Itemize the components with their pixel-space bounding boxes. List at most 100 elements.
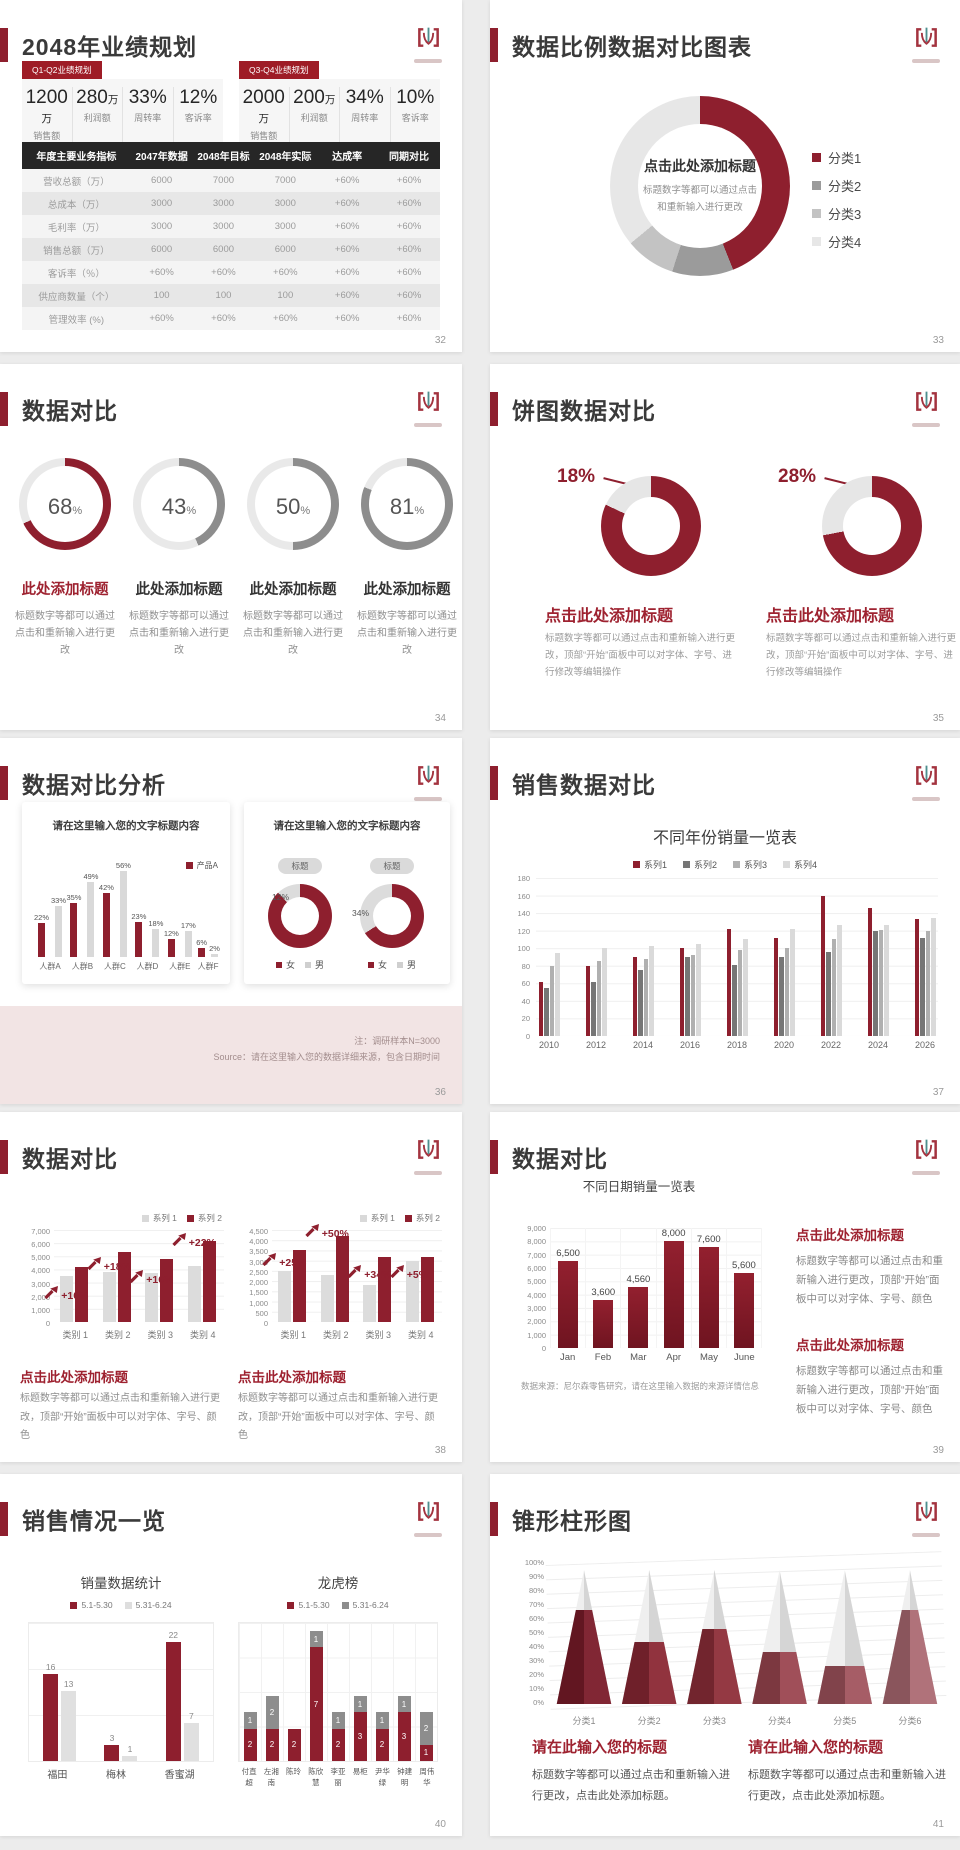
category-label: 分类2 xyxy=(637,1716,661,1726)
slide-34-progress-rings[interactable]: 数据对比 68% 此处添加标题 标题数字等都可以通过点击和重新输入进行更改 43% 此处… xyxy=(0,364,462,730)
legend-swatch xyxy=(359,1214,367,1222)
bar xyxy=(914,919,919,1036)
bar xyxy=(685,957,690,1036)
slide-37-sales-compare[interactable]: 销售数据对比 不同年份销量一览表 系列1 系列2 系列3 系列4 180 160 140 1… xyxy=(490,738,960,1104)
donut-hole xyxy=(281,897,319,935)
legend-item: 系列 1 xyxy=(359,1212,395,1224)
slide-39-monthly-sales[interactable]: 数据对比 不同日期销量一览表 9,000 8,000 7,000 6,000 5,000… xyxy=(490,1112,960,1462)
growth-label: +10% xyxy=(44,1285,116,1302)
chart-title: 不同日期销量一览表 xyxy=(582,1180,696,1194)
category-label: 类别 2 xyxy=(104,1330,131,1340)
y-axis-tick: 2,000 xyxy=(249,1278,268,1288)
slide-41-cone-chart[interactable]: 锥形柱形图 100% 90% 80% 70% 60% 50% 40% 30% 20% 10% 0% … xyxy=(490,1474,960,1836)
table-header: 年度主要业务指标 2047年数据 2048年目标 2048年实际 达成率 同期对比 xyxy=(22,142,440,169)
brand-logo-text xyxy=(414,797,442,801)
chart-title: 销量数据统计 xyxy=(80,1576,162,1591)
title-accent-bar xyxy=(0,1502,8,1536)
bar-series2 xyxy=(420,1256,434,1322)
bar-value-label: 35% xyxy=(66,893,82,903)
item-desc: 标题数字等都可以通过点击和重新输入进行更改 xyxy=(129,611,229,656)
stack-segment-early: 3 xyxy=(353,1712,367,1761)
bar xyxy=(628,1287,649,1348)
bar-series1 xyxy=(60,1276,74,1322)
slide-40-sales-overview[interactable]: 销售情况一览 销量数据统计 5.1-5.30 5.31-6.24 16 13 3 1 22 7 福… xyxy=(0,1474,462,1836)
bar-value-label: 4,560 xyxy=(626,1274,651,1286)
legend: 女男 xyxy=(348,958,436,971)
table-cell: 6000 xyxy=(130,238,193,261)
stack-segment-early: 2 xyxy=(265,1728,279,1761)
slide-title: 数据对比 xyxy=(512,1146,608,1172)
bar-value-label: 12% xyxy=(163,928,179,938)
stack-segment-early: 3 xyxy=(397,1712,411,1761)
stat-item: 2000 万 销售额 xyxy=(239,87,289,142)
block-title: 请在此输入您的标题 xyxy=(532,1739,668,1756)
bar-series1 xyxy=(363,1285,377,1322)
stat-label: 销售额 xyxy=(250,131,278,141)
bar xyxy=(867,907,872,1036)
category-label: 易柜 xyxy=(352,1767,368,1776)
slide-33-ratio-donut[interactable]: 数据比例数据对比图表 点击此处添加标题 标题数字等都可以通过点击和重新输入进行更… xyxy=(490,0,960,352)
legend-swatch xyxy=(305,961,311,968)
brand-emblem-icon xyxy=(415,762,442,794)
brand-emblem-icon xyxy=(415,1498,442,1530)
growth-label: +18% xyxy=(87,1256,159,1273)
y-axis-tick: 0 xyxy=(45,1319,50,1328)
y-axis-tick: 5,000 xyxy=(527,1277,546,1287)
y-axis-tick: 0% xyxy=(533,1698,544,1707)
slide-38-growth-bars[interactable]: 数据对比 系列 1 系列 2 7,000 6,000 5,000 4,000 3,000 2,… xyxy=(0,1112,462,1462)
category-label: Apr xyxy=(666,1352,682,1363)
brand-logo-text xyxy=(414,1533,442,1537)
bar-column: 3 xyxy=(104,1733,120,1761)
legend-swatch xyxy=(287,1601,295,1609)
category-label: 梅林 xyxy=(105,1770,126,1781)
category-label: 左湘南 xyxy=(263,1767,279,1787)
bar-group: +25% xyxy=(262,1250,308,1322)
brand-logo xyxy=(414,24,442,63)
category-label: 2010 xyxy=(538,1040,560,1050)
brand-logo-text xyxy=(414,423,442,427)
donut-chart: 12% xyxy=(268,884,332,948)
cone-shape xyxy=(817,1570,873,1704)
slide-title: 数据比例数据对比图表 xyxy=(512,34,752,60)
y-axis-tick: 160 xyxy=(517,891,530,901)
y-axis-tick: 7,000 xyxy=(527,1250,546,1260)
growth-label: +16% xyxy=(129,1269,201,1286)
stack-segment-late: 1 xyxy=(353,1696,367,1713)
category-label: 付直超 xyxy=(241,1767,257,1787)
category-label: 福田 xyxy=(47,1770,68,1781)
chart-legend: 分类1 分类2 分类3 分类4 xyxy=(812,148,861,260)
chart-legend: 5.1-5.30 5.31-6.24 xyxy=(232,1600,444,1610)
bar xyxy=(585,965,590,1036)
bar-group xyxy=(912,918,938,1036)
bar xyxy=(122,1755,138,1761)
brand-logo xyxy=(414,388,442,427)
block-title: 点击此处添加标题 xyxy=(766,608,895,625)
slide-32-performance-plan[interactable]: 2048年业绩规划 Q1-Q2业绩规划 1200万 销售额 280万 利润额 33% 周转率… xyxy=(0,0,462,352)
growth-value: +25% xyxy=(279,1256,307,1269)
ring-value: 50 xyxy=(275,494,301,519)
page-number: 38 xyxy=(434,1445,446,1456)
stat-number: 34% xyxy=(345,87,384,108)
bar xyxy=(184,930,192,957)
stat-value: 33% xyxy=(123,87,173,109)
legend-label: 男 xyxy=(315,960,325,970)
bar-group xyxy=(818,895,844,1036)
y-axis-tick: 3,000 xyxy=(527,1304,546,1313)
category-label: 人群B xyxy=(71,962,94,971)
legend-label: 系列1 xyxy=(643,860,667,870)
category-label: 2018 xyxy=(726,1040,748,1050)
block-title: 点击此处添加标题 xyxy=(545,608,674,625)
chart-legend: 系列1 系列2 系列3 系列4 xyxy=(490,858,960,871)
bar-column: 6% xyxy=(196,938,207,957)
category-label: 李亚丽 xyxy=(330,1767,346,1787)
bar-pair: 22% 33% xyxy=(34,896,66,957)
y-axis-tick: 5,000 xyxy=(31,1253,50,1263)
donut-center-desc: 标题数字等都可以通过点击和重新输入进行更改 xyxy=(642,184,757,213)
table-cell: +60% xyxy=(316,238,379,261)
bar xyxy=(790,928,795,1036)
stat-panel: Q3-Q4业绩规划 2000万 销售额 200万 利润额 34% 周转率 10% 客诉率 xyxy=(239,60,440,148)
slide-36-compare-analysis[interactable]: 数据对比分析 请在这里输入您的文字标题内容 产品A 22% 33% 人群A 35% 49… xyxy=(0,738,462,1104)
bar xyxy=(698,1246,719,1348)
legend-item: 系列 2 xyxy=(404,1212,440,1224)
slide-35-pie-compare[interactable]: 饼图数据对比 18% 点击此处添加标题 标题数字等都可以通过点击和重新输入进行更改，… xyxy=(490,364,960,730)
